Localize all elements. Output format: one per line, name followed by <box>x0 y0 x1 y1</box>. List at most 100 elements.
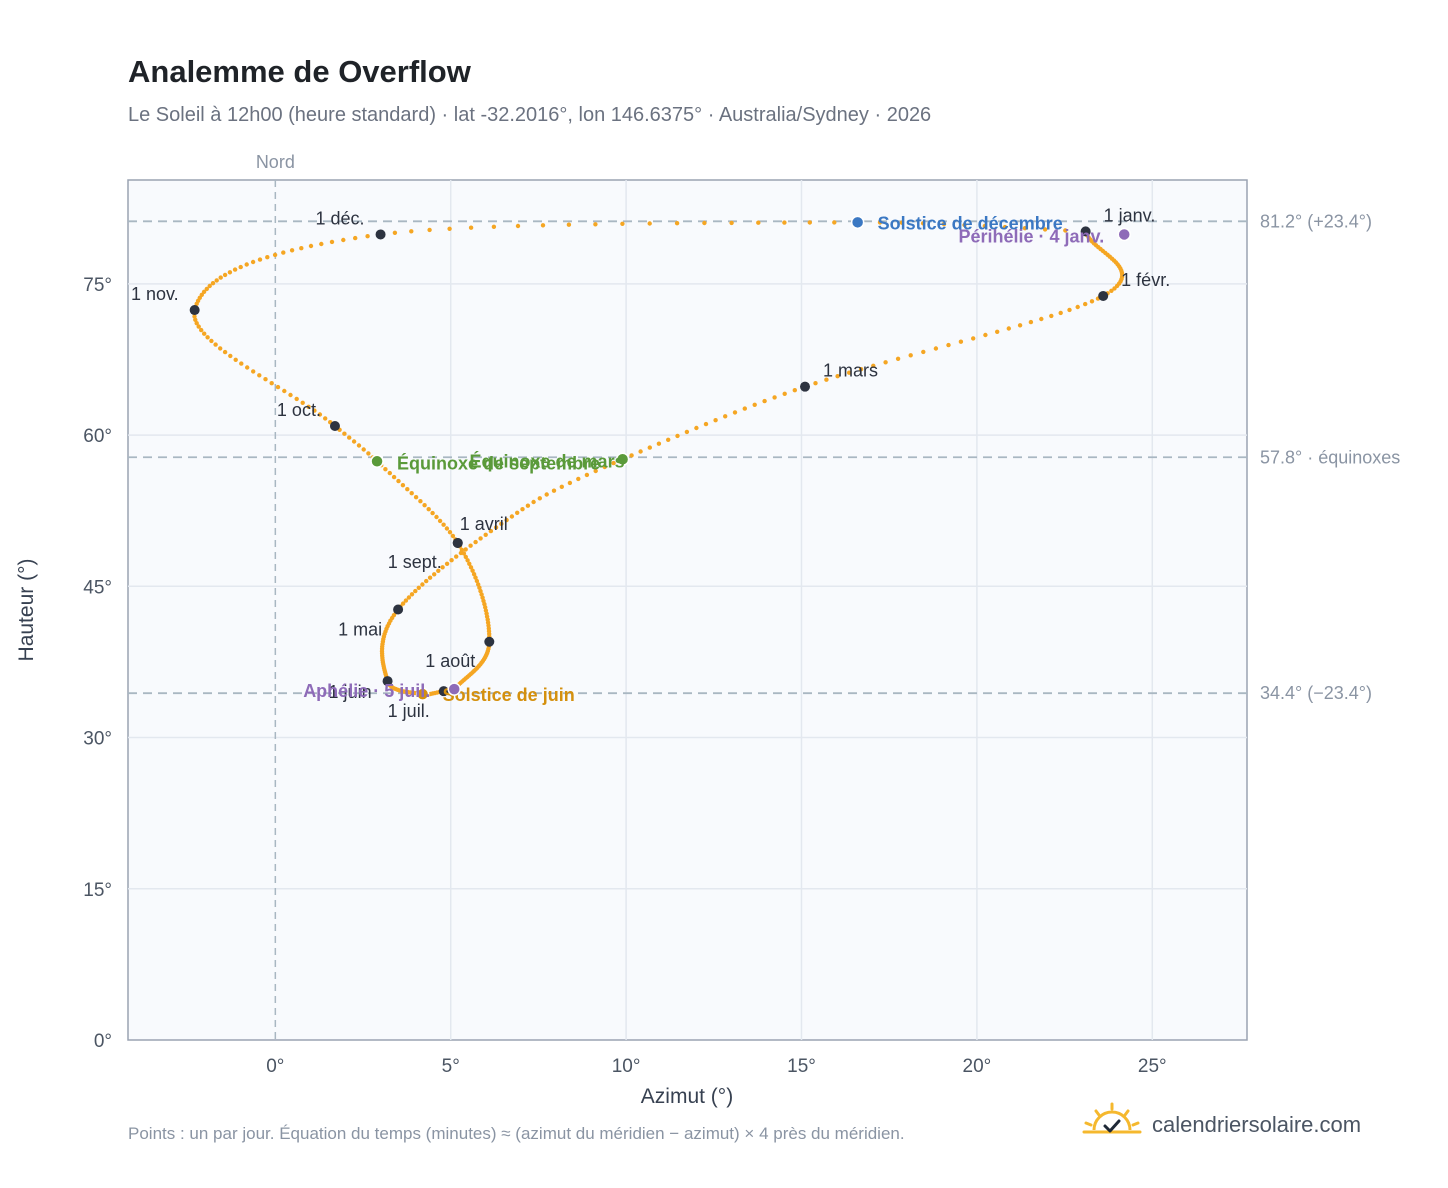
daily-sun-point <box>762 398 767 404</box>
reference-line-label: 57.8° · équinoxes <box>1260 447 1400 467</box>
daily-sun-point <box>251 369 256 374</box>
month-label: 1 déc. <box>316 208 365 228</box>
daily-sun-point <box>1109 288 1114 293</box>
event-marker <box>370 454 384 469</box>
month-label: 1 oct. <box>277 400 321 420</box>
daily-sun-point <box>463 547 468 552</box>
daily-sun-point <box>422 503 427 508</box>
daily-sun-point <box>611 460 616 466</box>
daily-sun-point <box>1067 307 1072 313</box>
daily-sun-point <box>434 514 439 520</box>
month-marker <box>1080 226 1091 237</box>
month-markers: 1 janv. 1 févr. 1 mars 1 avril 1 mai 1 juin 1 … <box>131 205 1170 721</box>
daily-sun-point <box>245 365 250 370</box>
daily-sun-point <box>400 601 406 606</box>
north-label: Nord <box>256 152 295 172</box>
daily-sun-point <box>941 221 947 227</box>
daily-sun-point <box>396 478 401 484</box>
daily-sun-point <box>471 572 477 577</box>
daily-sun-point <box>520 507 525 512</box>
brand-logo[interactable]: calendriersolaire.com <box>1082 1100 1382 1148</box>
daily-sun-point <box>478 536 483 541</box>
y-tick-label: 30° <box>83 729 112 750</box>
daily-sun-point <box>269 381 274 386</box>
reference-line-label: 81.2° (+23.4°) <box>1260 211 1372 231</box>
daily-sun-point <box>202 331 207 336</box>
daily-sun-point <box>752 402 757 407</box>
daily-sun-point <box>450 533 456 539</box>
daily-sun-point <box>392 230 398 235</box>
daily-sun-point <box>491 224 497 229</box>
daily-sun-point <box>703 421 709 427</box>
daily-sun-point <box>238 264 243 270</box>
event-marker <box>447 682 461 696</box>
daily-sun-point <box>196 324 201 329</box>
reference-lines: Nord 81.2° (+23.4°) 57.8° · équinoxes 34.4°… <box>128 152 1400 1040</box>
daily-sun-point <box>620 221 625 226</box>
daily-sun-point <box>1075 304 1080 310</box>
daily-sun-point <box>366 451 371 456</box>
daily-sun-point <box>509 514 515 519</box>
month-label: 1 juin <box>329 682 372 702</box>
daily-sun-point <box>319 241 324 247</box>
daily-sun-point <box>933 346 939 351</box>
daily-sun-point <box>427 575 433 580</box>
daily-sun-point <box>835 374 840 379</box>
daily-sun-point <box>361 447 366 452</box>
y-axis-title: Hauteur (°) <box>15 559 38 662</box>
daily-sun-point <box>356 443 362 448</box>
daily-sun-point <box>317 412 323 417</box>
daily-sun-point <box>210 281 216 286</box>
daily-sun-point <box>427 227 432 233</box>
daily-sun-point <box>479 592 484 597</box>
month-marker <box>1098 290 1109 301</box>
daily-sun-point <box>921 349 926 355</box>
daily-sun-point <box>702 220 707 226</box>
daily-sun-point <box>437 518 443 524</box>
daily-sun-point <box>365 234 370 239</box>
daily-sun-point <box>199 292 204 297</box>
daily-sun-point <box>470 568 475 573</box>
event-marker <box>415 687 430 701</box>
daily-sun-point <box>222 349 228 355</box>
daily-sun-point <box>566 222 572 227</box>
daily-sun-point <box>430 510 435 516</box>
daily-sun-point <box>281 250 286 255</box>
footnote: Points : un par jour. Équation du temps … <box>128 1124 905 1143</box>
event-label: Solstice de décembre <box>878 213 1063 233</box>
daily-sun-point <box>413 588 418 594</box>
daily-sun-point <box>207 283 212 289</box>
daily-sun-point <box>288 392 293 398</box>
daily-sun-point <box>476 582 481 587</box>
y-tick-label: 0° <box>94 1031 112 1052</box>
daily-sun-point <box>1083 301 1088 307</box>
daily-sun-point <box>199 327 204 333</box>
daily-sun-point <box>447 226 452 231</box>
daily-sun-point <box>504 517 509 523</box>
daily-sun-point <box>638 449 643 454</box>
daily-sun-point <box>218 346 223 351</box>
daily-sun-point <box>713 418 718 423</box>
x-tick-label: 0° <box>266 1056 284 1077</box>
daily-sun-point <box>418 499 423 504</box>
daily-sun-point <box>441 522 446 527</box>
daily-sun-point <box>656 441 662 446</box>
x-tick-label: 10° <box>612 1056 641 1077</box>
daily-sun-point <box>263 377 268 382</box>
daily-sun-point <box>406 595 412 600</box>
daily-sun-point <box>515 223 521 229</box>
daily-sun-point <box>403 598 409 603</box>
daily-sun-point <box>449 558 454 563</box>
daily-sun-point <box>559 484 564 489</box>
daily-sun-point <box>576 476 581 482</box>
daily-sun-point <box>858 367 864 372</box>
daily-sun-point <box>329 239 335 245</box>
daily-sun-point <box>537 496 542 501</box>
daily-sun-point <box>468 225 474 230</box>
event-label: Aphélie · 5 juil. <box>303 681 430 701</box>
daily-sun-point <box>473 539 478 545</box>
daily-sun-point <box>209 338 214 344</box>
daily-sun-point <box>995 329 1000 334</box>
